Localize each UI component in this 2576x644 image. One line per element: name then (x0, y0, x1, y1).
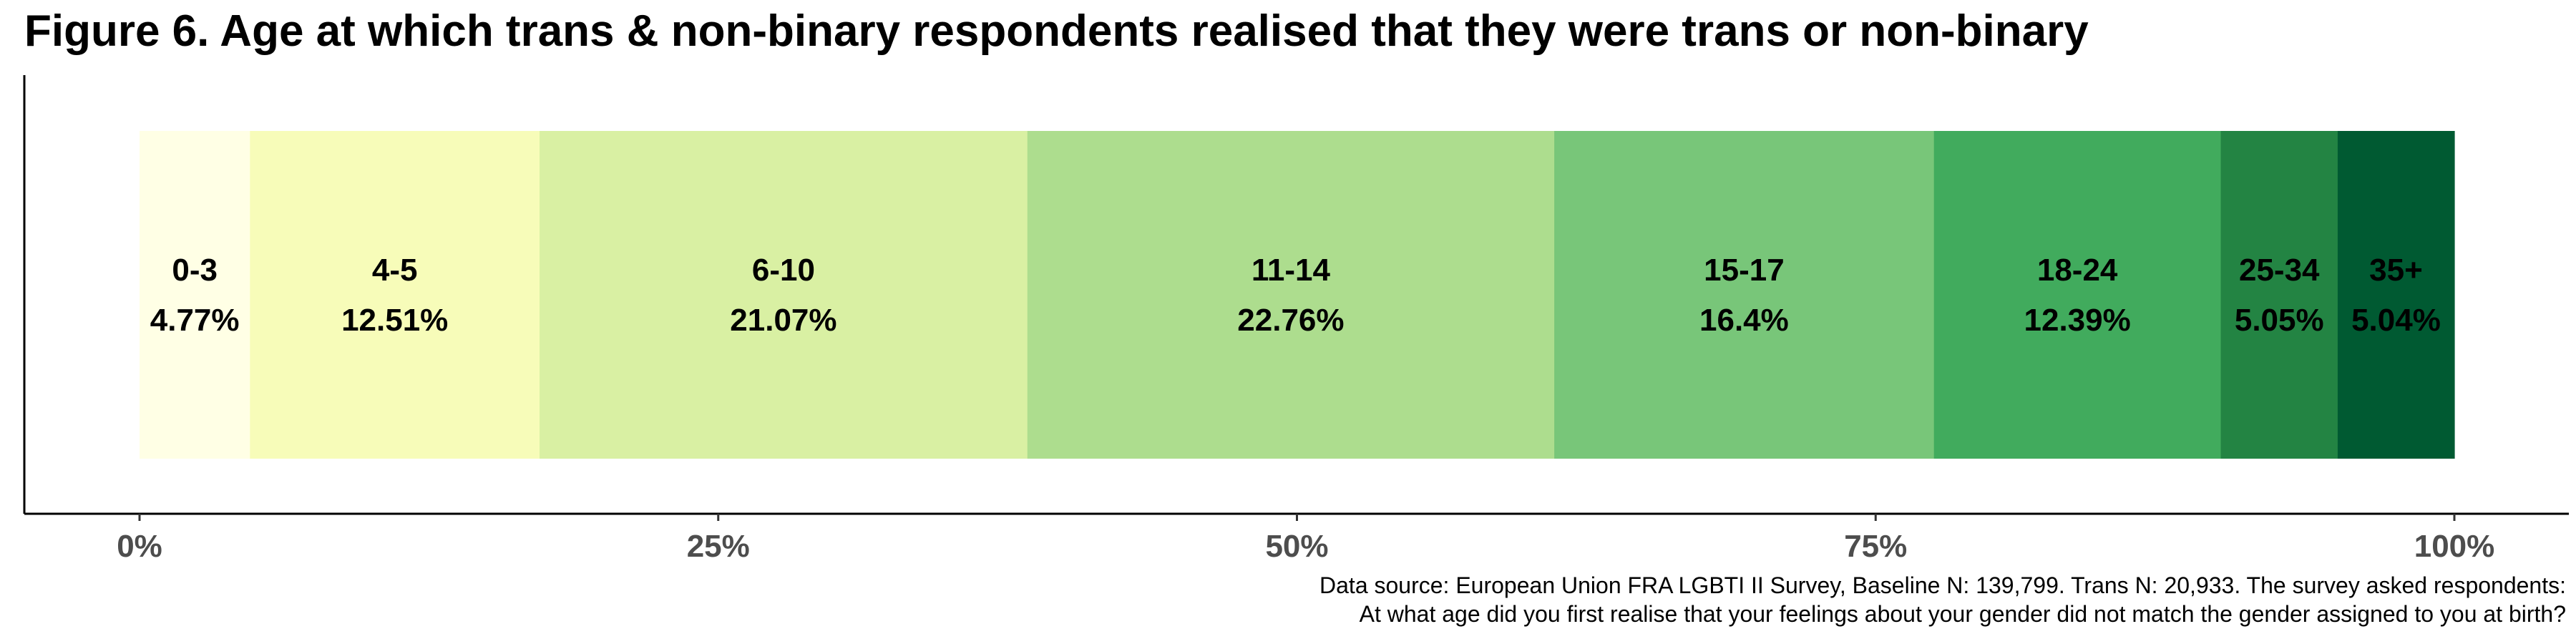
data-source-caption: Data source: European Union FRA LGBTI II… (1319, 571, 2566, 628)
segment-value-label-11-14: 22.76% (1237, 303, 1344, 338)
x-axis-ticks: 0% 25% 50% 75% 100% (117, 514, 2494, 564)
x-tick-label: 100% (2414, 529, 2495, 564)
caption-line-2: At what age did you first realise that y… (1359, 601, 2566, 627)
chart-area: 0-3 4.77% 4-5 12.51% 6-10 21.07% 11-14 22.76% 15… (23, 75, 2569, 564)
segment-category-label-6-10: 6-10 (752, 253, 815, 288)
segment-value-label-15-17: 16.4% (1699, 303, 1789, 338)
bar-segment-18-24 (1933, 131, 2222, 459)
bar-segment-15-17 (1554, 131, 1935, 459)
bar-segment-6-10 (540, 131, 1028, 459)
x-tick-label: 75% (1844, 529, 1907, 564)
segment-category-label-11-14: 11-14 (1252, 253, 1331, 288)
bar-segment-25-34 (2220, 131, 2338, 459)
segment-value-label-35plus: 5.04% (2351, 303, 2441, 338)
caption-line-1: Data source: European Union FRA LGBTI II… (1319, 572, 2566, 598)
segment-category-label-35plus: 35+ (2369, 253, 2423, 288)
x-tick-label: 25% (687, 529, 750, 564)
x-tick-label: 50% (1265, 529, 1328, 564)
segment-category-label-25-34: 25-34 (2239, 253, 2320, 288)
segment-value-label-18-24: 12.39% (2024, 303, 2131, 338)
chart-title: Figure 6. Age at which trans & non-binar… (24, 6, 2089, 56)
segment-value-label-25-34: 5.05% (2235, 303, 2324, 338)
segment-value-label-4-5: 12.51% (341, 303, 448, 338)
segment-value-label-6-10: 21.07% (730, 303, 836, 338)
bar-segment-35plus (2337, 131, 2455, 459)
bar-stack (140, 131, 2455, 459)
segment-labels: 0-3 4.77% 4-5 12.51% 6-10 21.07% 11-14 22.76% 15… (150, 253, 2441, 338)
bar-segment-4-5 (250, 131, 540, 459)
bar-segment-0-3 (140, 131, 250, 459)
x-tick-label: 0% (117, 529, 162, 564)
segment-value-label-0-3: 4.77% (150, 303, 240, 338)
bar-segment-11-14 (1027, 131, 1555, 459)
segment-category-label-4-5: 4-5 (372, 253, 418, 288)
segment-category-label-0-3: 0-3 (172, 253, 218, 288)
segment-category-label-18-24: 18-24 (2037, 253, 2118, 288)
segment-category-label-15-17: 15-17 (1704, 253, 1785, 288)
